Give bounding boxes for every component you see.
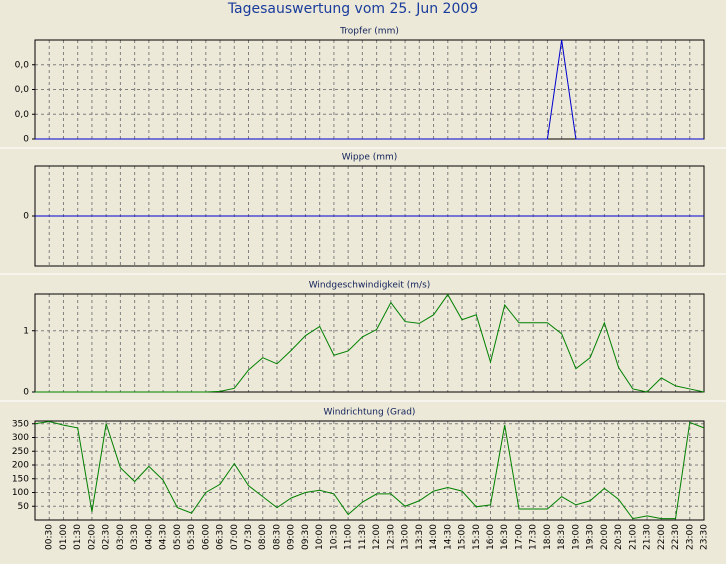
y-tick-label: 100: [12, 488, 29, 498]
panel-title: Tropfer (mm): [339, 27, 399, 37]
x-tick-label: 14:00: [429, 524, 439, 550]
x-tick-label: 17:30: [529, 524, 539, 550]
x-tick-label: 08:30: [272, 524, 282, 550]
x-tick-label: 16:30: [500, 524, 510, 550]
y-tick-label: 1: [23, 326, 29, 336]
y-tick-label: 0,0: [15, 85, 30, 95]
x-tick-label: 18:30: [557, 524, 567, 550]
data-line: [35, 39, 704, 140]
x-tick-label: 10:30: [329, 524, 339, 550]
plot-frame: [34, 420, 705, 521]
data-line: [34, 421, 705, 520]
x-tick-label: 11:30: [358, 524, 368, 550]
x-tick-label: 01:30: [73, 524, 83, 550]
x-tick-label: 02:30: [102, 524, 112, 550]
y-tick-label: 300: [12, 433, 29, 443]
x-tick-label: 15:30: [472, 524, 482, 550]
x-tick-label: 11:00: [344, 524, 354, 550]
y-tick-label: 0: [23, 212, 29, 222]
x-tick-label: 23:00: [685, 524, 695, 550]
panel-title: Windgeschwindigkeit (m/s): [309, 281, 431, 291]
y-tick-label: 350: [12, 419, 29, 429]
x-tick-label: 21:00: [628, 524, 638, 550]
x-tick-label: 16:00: [486, 524, 496, 550]
y-tick-label: 150: [12, 474, 29, 484]
x-tick-label: 09:00: [287, 524, 297, 550]
plot-frame: [34, 293, 705, 393]
x-tick-label: 19:30: [586, 524, 596, 550]
x-tick-label: 04:30: [159, 524, 169, 550]
x-tick-label: 08:00: [258, 524, 268, 550]
panel-title: Windrichtung (Grad): [324, 408, 416, 418]
x-tick-label: 22:30: [671, 524, 681, 550]
x-tick-label: 06:30: [216, 524, 226, 550]
x-tick-label: 01:00: [59, 524, 69, 550]
y-tick-label: 200: [12, 461, 29, 471]
x-tick-label: 07:30: [244, 524, 254, 550]
x-tick-label: 12:30: [386, 524, 396, 550]
x-tick-label: 12:00: [372, 524, 382, 550]
x-tick-label: 17:00: [514, 524, 524, 550]
page-title: Tagesauswertung vom 25. Jun 2009: [227, 1, 478, 17]
panel-title: Wippe (mm): [342, 153, 398, 163]
x-tick-label: 06:00: [201, 524, 211, 550]
data-line: [35, 293, 705, 393]
y-tick-label: 250: [12, 447, 29, 457]
plot-frame: [34, 39, 705, 140]
x-tick-label: 13:00: [401, 524, 411, 550]
x-tick-label: 04:00: [144, 524, 154, 550]
x-tick-label: 09:30: [301, 524, 311, 550]
x-tick-label: 03:00: [116, 524, 126, 550]
x-tick-label: 00:30: [45, 524, 55, 550]
x-tick-label: 20:00: [600, 524, 610, 550]
x-tick-label: 15:00: [458, 524, 468, 550]
x-tick-label: 22:00: [657, 524, 667, 550]
y-tick-label: 0,0: [15, 60, 30, 70]
x-tick-label: 07:00: [230, 524, 240, 550]
y-tick-label: 50: [18, 502, 30, 512]
x-tick-label: 05:00: [173, 524, 183, 550]
y-tick-label: 0,0: [15, 110, 30, 120]
x-tick-label: 19:00: [571, 524, 581, 550]
x-tick-label: 10:00: [315, 524, 325, 550]
x-tick-label: 14:30: [443, 524, 453, 550]
x-tick-label: 13:30: [415, 524, 425, 550]
x-tick-label: 05:30: [187, 524, 197, 550]
x-tick-label: 21:30: [643, 524, 653, 550]
x-tick-label: 02:00: [87, 524, 97, 550]
x-tick-label: 03:30: [130, 524, 140, 550]
x-tick-label: 23:30: [700, 524, 710, 550]
y-tick-label: 0: [23, 388, 29, 398]
y-tick-label: 0: [23, 135, 29, 145]
x-tick-label: 20:30: [614, 524, 624, 550]
x-tick-label: 18:00: [543, 524, 553, 550]
